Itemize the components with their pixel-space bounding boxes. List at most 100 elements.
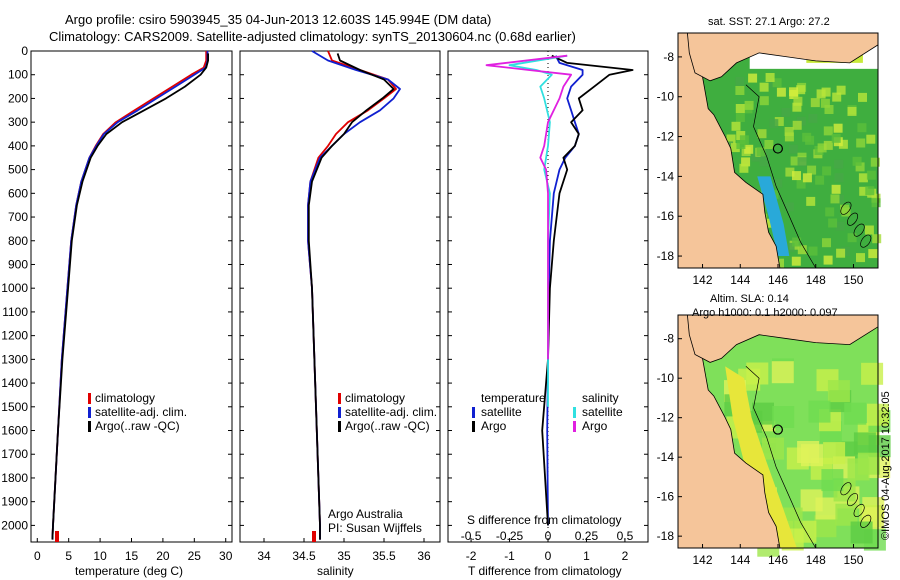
sst-field-patch [822,166,832,176]
sla-reef-outline [860,514,872,528]
sst-field-patch [823,140,833,150]
sst-field-patch [841,246,851,256]
depth-tick-label: 2000 [1,518,28,532]
sst-field-patch [772,78,782,88]
sst-field-patch [792,237,802,247]
sst-field-patch [820,98,830,108]
sst-lon-tick-label: 148 [806,273,826,287]
sst-field-patch [781,107,791,117]
sst-field-patch [792,171,801,181]
sst-field-patch [824,105,834,114]
sst-lat-tick-label: -14 [657,169,675,183]
legend-diff-sal-satellite: satellite [582,405,623,419]
sst-field-patch [865,186,875,196]
sst-reef-outline [860,234,872,248]
sla-lon-tick-label: 148 [806,553,826,567]
sla-field-patch [853,432,876,455]
pi-label: PI: Susan Wijffels [328,521,422,535]
sst-field-patch [756,147,766,157]
sla-map [677,314,891,557]
sst-field-patch [838,139,848,149]
sst-field-patch [739,135,749,145]
sst-field-patch [871,198,881,208]
sst-field-patch [788,144,798,154]
sst-field-patch [792,102,802,112]
sal-xtick-label: 35.5 [372,549,396,563]
sst-reef-outline [853,223,865,237]
diff-xtick-top-label: 0.25 [575,529,599,543]
sst-field-patch [789,87,798,97]
sst-field-patch [744,144,754,154]
temp-xtick-label: 30 [219,549,233,563]
sst-field-patch [825,207,835,217]
sst-field-patch [765,73,775,82]
sal-bottom-marker [312,531,316,542]
depth-tick-label: 1300 [1,352,28,366]
sst-field-patch [872,234,882,244]
sst-field-patch [736,140,746,149]
temp-bottom-marker [55,531,59,542]
sst-field-patch [731,121,741,131]
temp-xtick-label: 0 [34,549,41,563]
sla-field-patch [797,441,820,463]
institution-label: Argo Australia [328,507,403,521]
sst-field-patch [769,119,779,129]
legend-sal-argo: Argo(..raw -QC) [345,419,430,433]
depth-tick-label: 1900 [1,495,28,509]
depth-tick-label: 0 [21,44,28,58]
diff-xtick-top-label: 0 [545,529,552,543]
sst-field-patch [735,86,745,95]
legend-diff-temp-argo: Argo [481,419,507,433]
legend-diff-temperature-title: temperature [481,391,546,405]
diff-legend-swatch-temp-argo [472,421,475,432]
diff-legend-swatch-sal-satellite [573,407,576,418]
sst-field-patch [817,143,827,153]
sst-field-patch [797,245,807,255]
sst-field-patch [797,157,807,167]
sst-field-patch [735,77,745,86]
sst-field-patch [856,253,865,263]
diff-xtick-label: 0 [545,549,552,563]
sla-depth-contour [745,366,817,549]
sst-field-patch [791,256,801,266]
sst-field-patch [784,202,794,212]
sst-field-patch [831,133,841,143]
legend-diff-sal-argo: Argo [582,419,608,433]
diff-series-temperature-argo [541,54,634,526]
sla-map-title-line1: Altim. SLA: 0.14 [710,293,789,305]
sla-map-title-line2: Argo h1000: 0.1 h2000: 0.097 [692,307,838,319]
depth-tick-label: 1700 [1,447,28,461]
sst-reef-outline [840,201,852,215]
sst-field-patch [836,85,846,95]
sst-field-patch [726,134,736,144]
depth-tick-label: 100 [8,68,28,82]
sla-lat-tick-label: -10 [657,371,675,385]
temp-legend-swatch-argo [88,421,91,432]
legend-sal-satellite: satellite-adj. clim. [345,405,438,419]
sst-field-patch [764,140,774,149]
sla-lat-tick-label: -18 [657,529,675,543]
sla-lat-tick-label: -16 [657,490,675,504]
sst-field-patch [790,156,800,166]
sla-field-patch [844,402,867,425]
diff-series-salinity-argo [485,54,572,360]
copyright-timestamp: ©IMOS 04-Aug-2017 10:32:05 [880,391,892,540]
sst-field-patch [802,132,812,142]
sst-field-patch [831,184,841,194]
sst-lon-tick-label: 150 [843,273,863,287]
sst-field-patch [834,159,844,169]
sal-xtick-label: 34.5 [292,549,316,563]
sst-field-patch [833,123,843,133]
sst-field-patch [821,87,831,97]
sst-field-patch [858,173,868,183]
sst-field-patch [773,178,783,188]
sst-lat-tick-label: -8 [663,50,674,64]
difference-xlabel: T difference from climatology [468,564,622,578]
sal-series-argo-raw-qc- [307,53,395,540]
sst-field-patch [759,82,769,92]
sst-lat-tick-label: -18 [657,249,675,263]
sst-coastal-cool-band [757,176,790,257]
sla-shelf-band [725,366,797,548]
sst-field-patch [858,92,867,102]
diff-xtick-top-label: -0.5 [461,529,482,543]
